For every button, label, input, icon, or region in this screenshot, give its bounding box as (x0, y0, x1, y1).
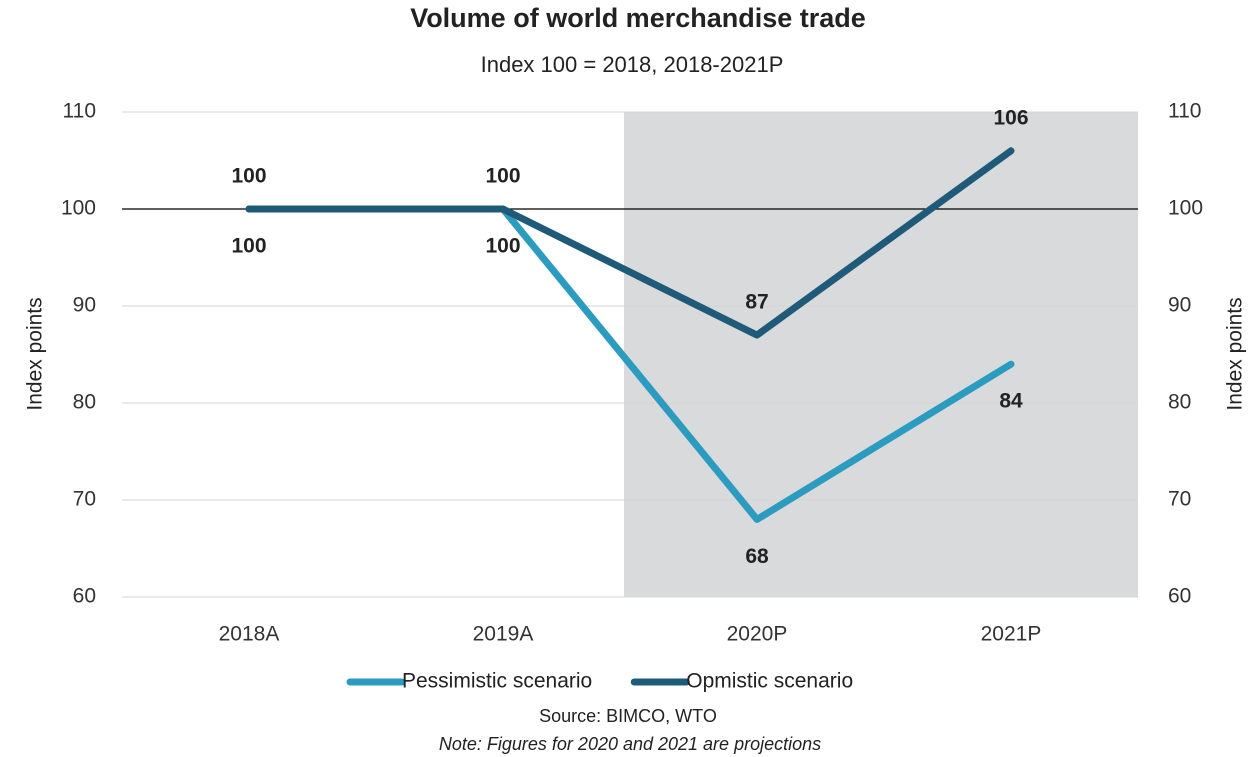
data-label: 68 (745, 545, 769, 568)
series-line (245, 147, 1015, 339)
y-tick-label: 110 (63, 100, 96, 123)
y2-tick-label: 100 (1168, 197, 1203, 220)
y-tick-label: 100 (61, 197, 96, 220)
y2-tick-label: 60 (1168, 585, 1191, 608)
y2-tick-label: 70 (1168, 488, 1191, 511)
y2-axis-label: Index points (1224, 297, 1247, 410)
projection-shade (624, 112, 1138, 597)
y2-tick-label: 110 (1168, 100, 1201, 123)
x-tick-label: 2021P (981, 623, 1042, 646)
x-tick-label: 2019A (473, 623, 534, 646)
x-tick-label: 2018A (219, 623, 280, 646)
data-label: 106 (993, 106, 1028, 129)
source: Source: BIMCO, WTO (539, 706, 717, 726)
legend-label: Opmistic scenario (686, 670, 853, 693)
y-tick-label: 70 (73, 488, 96, 511)
data-label: 87 (745, 291, 768, 314)
y-axis-label: Index points (24, 297, 47, 410)
note: Note: Figures for 2020 and 2021 are proj… (439, 734, 821, 754)
y-tick-label: 90 (73, 294, 96, 317)
y-tick-label: 60 (73, 585, 96, 608)
y2-tick-label: 80 (1168, 391, 1191, 414)
data-label: 100 (231, 235, 266, 258)
data-label: 84 (999, 390, 1023, 413)
y-tick-label: 80 (73, 391, 96, 414)
x-tick-label: 2020P (727, 623, 788, 646)
chart-title: Volume of world merchandise trade (410, 3, 866, 33)
data-label: 100 (485, 165, 520, 188)
chart-subtitle: Index 100 = 2018, 2018-2021P (481, 52, 784, 77)
legend-label: Pessimistic scenario (402, 670, 592, 693)
data-label: 100 (485, 235, 520, 258)
data-label: 100 (231, 165, 266, 188)
y2-tick-label: 90 (1168, 294, 1191, 317)
